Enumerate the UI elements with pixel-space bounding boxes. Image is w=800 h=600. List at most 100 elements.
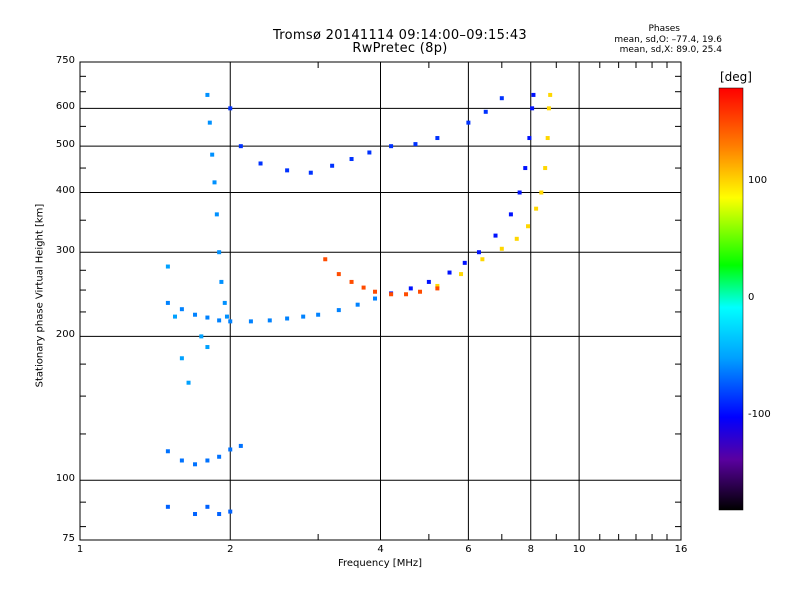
data-point	[316, 312, 321, 317]
data-point	[165, 504, 170, 509]
data-point	[466, 120, 471, 125]
data-point	[545, 136, 550, 141]
data-point	[222, 300, 227, 305]
data-point	[217, 454, 222, 459]
data-point	[527, 136, 532, 141]
y-tick-label: 75	[62, 533, 75, 544]
data-point	[476, 250, 481, 255]
grid-lines	[80, 62, 681, 540]
axis-ticks	[80, 62, 743, 540]
data-point	[179, 458, 184, 463]
data-points	[165, 92, 553, 517]
data-point	[207, 120, 212, 125]
x-axis-label: Frequency [MHz]	[337, 558, 423, 569]
data-point	[531, 92, 536, 97]
data-point	[462, 260, 467, 265]
data-point	[205, 458, 210, 463]
x-tick-label: 6	[465, 544, 472, 555]
data-point	[224, 314, 229, 319]
stats-heading: Phases	[648, 24, 680, 34]
data-point	[336, 308, 341, 313]
data-point	[228, 447, 233, 452]
data-point	[523, 166, 528, 171]
data-point	[514, 236, 519, 241]
stats-x-mode: mean, sd,X: 89.0, 25.4	[619, 45, 722, 55]
y-tick-label: 300	[55, 245, 75, 257]
data-point	[248, 319, 253, 324]
colorbar	[718, 87, 744, 511]
y-tick-label: 750	[55, 55, 75, 66]
data-point	[165, 449, 170, 454]
x-tick-label: 2	[227, 544, 234, 555]
y-tick-label: 500	[55, 139, 75, 151]
data-point	[172, 314, 177, 319]
data-point	[267, 318, 272, 323]
data-point	[530, 106, 535, 111]
data-point	[483, 109, 488, 114]
data-point	[193, 462, 198, 467]
data-point	[217, 250, 222, 255]
data-point	[389, 292, 394, 297]
data-point	[212, 180, 217, 185]
data-point	[355, 302, 360, 307]
data-point	[447, 270, 452, 275]
data-point	[361, 285, 366, 290]
data-point	[285, 316, 290, 321]
data-point	[179, 356, 184, 361]
data-point	[526, 224, 531, 229]
data-point	[228, 106, 233, 111]
chart-title: Tromsø 20141114 09:14:00–09:15:43	[272, 28, 528, 43]
data-point	[349, 279, 354, 284]
data-point	[199, 334, 204, 339]
data-point	[205, 504, 210, 509]
colorbar-tick-label: 100	[748, 174, 768, 186]
y-tick-label: 600	[55, 101, 75, 113]
data-point	[228, 319, 233, 324]
data-point	[435, 286, 440, 291]
y-tick-label: 400	[55, 185, 75, 197]
x-tick-label: 16	[674, 544, 688, 555]
data-point	[435, 283, 440, 288]
data-point	[367, 150, 372, 155]
data-point	[548, 92, 553, 97]
data-point	[301, 314, 306, 319]
data-point	[205, 315, 210, 320]
data-point	[543, 166, 548, 171]
data-point	[546, 106, 551, 111]
data-point	[480, 257, 485, 262]
data-point	[238, 144, 243, 149]
y-tick-label: 200	[55, 329, 75, 341]
data-point	[373, 296, 378, 301]
data-point	[418, 289, 423, 294]
data-point	[435, 136, 440, 141]
data-point	[336, 272, 341, 277]
data-point	[413, 142, 418, 147]
data-point	[205, 92, 210, 97]
data-point	[210, 152, 215, 157]
data-point	[323, 257, 328, 262]
data-point	[508, 212, 513, 217]
data-point	[373, 289, 378, 294]
data-point	[238, 443, 243, 448]
data-point	[408, 286, 413, 291]
stats-o-mode: mean, sd,O: –77.4, 19.6	[614, 35, 722, 45]
chart-subtitle: RwPretec (8p)	[352, 41, 448, 56]
data-point	[219, 279, 224, 284]
data-point	[285, 168, 290, 173]
data-point	[389, 144, 394, 149]
colorbar-tick-label: -100	[748, 409, 771, 421]
colorbar-label: [deg]	[720, 70, 752, 84]
data-point	[165, 264, 170, 269]
data-point	[499, 246, 504, 251]
x-tick-label: 10	[572, 544, 586, 555]
data-point	[308, 170, 313, 175]
y-tick-label: 100	[55, 473, 75, 485]
data-point	[499, 96, 504, 101]
data-point	[404, 292, 409, 297]
x-tick-label: 1	[76, 544, 84, 555]
colorbar-tick-label: 0	[748, 292, 755, 303]
x-tick-label: 8	[527, 544, 534, 555]
data-point	[193, 312, 198, 317]
data-point	[217, 512, 222, 517]
